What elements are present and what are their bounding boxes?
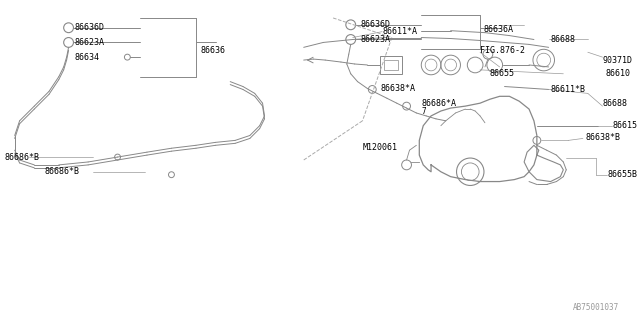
Text: 86655B: 86655B xyxy=(607,170,637,179)
Text: 86611*A: 86611*A xyxy=(382,27,417,36)
Text: 90371D: 90371D xyxy=(602,56,632,65)
Text: 86636: 86636 xyxy=(201,46,226,55)
Text: 86611*B: 86611*B xyxy=(550,85,586,94)
Text: FIG.876-2: FIG.876-2 xyxy=(480,46,525,55)
Text: 86655: 86655 xyxy=(490,69,515,78)
Text: 86686*B: 86686*B xyxy=(44,167,79,176)
Text: 86623A: 86623A xyxy=(360,35,390,44)
Bar xyxy=(380,56,402,74)
Text: 86623A: 86623A xyxy=(74,38,104,47)
Text: 86686*A: 86686*A xyxy=(421,99,456,108)
Bar xyxy=(384,60,397,70)
Text: AB75001037: AB75001037 xyxy=(573,303,619,312)
Text: 86636A: 86636A xyxy=(484,25,514,34)
Text: 86638*B: 86638*B xyxy=(586,133,621,142)
Text: 86610: 86610 xyxy=(605,69,630,78)
Text: 86686*B: 86686*B xyxy=(5,153,40,162)
Text: 86638*A: 86638*A xyxy=(380,84,415,93)
Text: 86688: 86688 xyxy=(550,35,575,44)
Text: 86636D: 86636D xyxy=(360,20,390,29)
Text: 86634: 86634 xyxy=(74,52,99,62)
Text: 7: 7 xyxy=(421,107,426,116)
Text: 86688: 86688 xyxy=(602,99,627,108)
Text: 86636D: 86636D xyxy=(74,23,104,32)
Text: 86615: 86615 xyxy=(612,121,637,130)
Text: M120061: M120061 xyxy=(362,143,397,152)
